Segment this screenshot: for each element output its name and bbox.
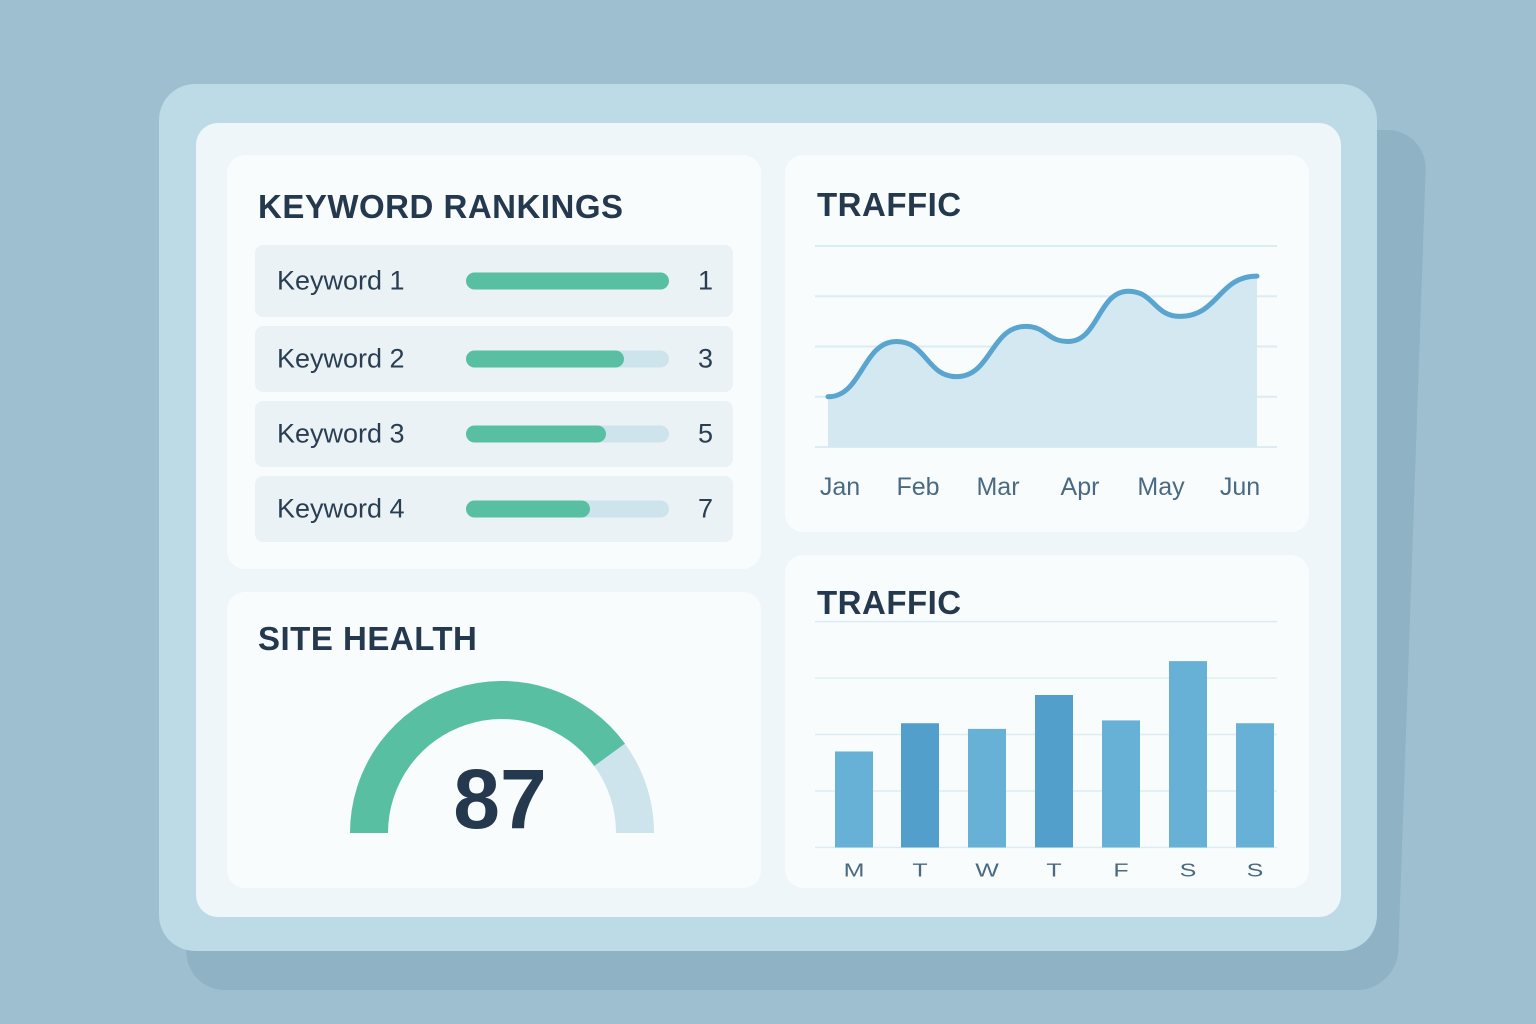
keyword-progress-track [466,350,669,368]
x-tick-label: Jun [1220,473,1260,501]
keyword-rank: 3 [697,343,713,374]
traffic-line [825,273,1260,400]
keyword-rankings-card: KEYWORD RANKINGS Keyword 1 1 Keyword 2 3 Key… [227,155,761,569]
x-tick-label: May [1137,473,1185,501]
x-tick-label: F [1113,860,1128,881]
traffic-bar [1169,661,1207,848]
keyword-progress-track [466,500,669,518]
x-tick-label: M [844,860,865,881]
traffic-bar [1102,720,1140,848]
x-tick-label: S [1247,860,1264,881]
site-health-card: SITE HEALTH 87 [227,592,761,888]
keyword-rankings-title: KEYWORD RANKINGS [258,188,624,225]
keyword-label: Keyword 2 [277,343,405,374]
keyword-label: Keyword 3 [277,418,405,449]
x-tick-label: Mar [976,473,1019,501]
keyword-rank: 5 [697,418,713,449]
keyword-rank: 7 [697,493,713,524]
x-tick-label: Feb [896,473,939,501]
x-tick-label: S [1180,860,1197,881]
x-tick-label: T [912,860,927,881]
site-health-gauge: 87 [350,681,654,846]
x-tick-label: Apr [1061,473,1100,501]
x-tick-label: T [1046,860,1061,881]
gauge-track [593,743,654,834]
x-tick-label: W [975,860,999,881]
keyword-row: Keyword 2 3 [255,326,733,392]
dashboard-board: KEYWORD RANKINGS Keyword 1 1 Keyword 2 3 Key… [196,123,1341,917]
keyword-progress-fill [466,272,669,290]
traffic-bar [1035,695,1073,848]
x-tick-label: Jan [820,473,860,501]
traffic-line-chart: Jan Feb Mar Apr May Jun [815,245,1277,501]
keyword-progress-fill [466,425,607,443]
traffic-line-card: TRAFFIC Jan Feb Mar Apr May Jun [785,155,1309,532]
traffic-bar [1236,723,1274,848]
traffic-line-title: TRAFFIC [817,186,962,223]
keyword-progress-track [466,425,669,443]
site-health-score: 87 [453,752,546,846]
traffic-bar [835,751,873,848]
site-health-title: SITE HEALTH [258,620,478,657]
keyword-row: Keyword 4 7 [255,476,733,542]
keyword-rank: 1 [697,265,713,296]
gauge-fill [350,681,625,834]
keyword-row: Keyword 1 1 [255,245,733,317]
traffic-bar [968,728,1006,848]
keyword-row: Keyword 3 5 [255,401,733,467]
keyword-progress-track [466,272,669,290]
keyword-label: Keyword 4 [277,493,405,524]
keyword-progress-fill [466,500,590,518]
keyword-progress-fill [466,350,625,368]
traffic-bar-title: TRAFFIC [817,584,962,621]
traffic-bar [901,723,939,848]
traffic-area [828,276,1257,447]
keyword-label: Keyword 1 [277,265,405,296]
traffic-bar-card: TRAFFIC M T W T F S S [785,555,1309,888]
